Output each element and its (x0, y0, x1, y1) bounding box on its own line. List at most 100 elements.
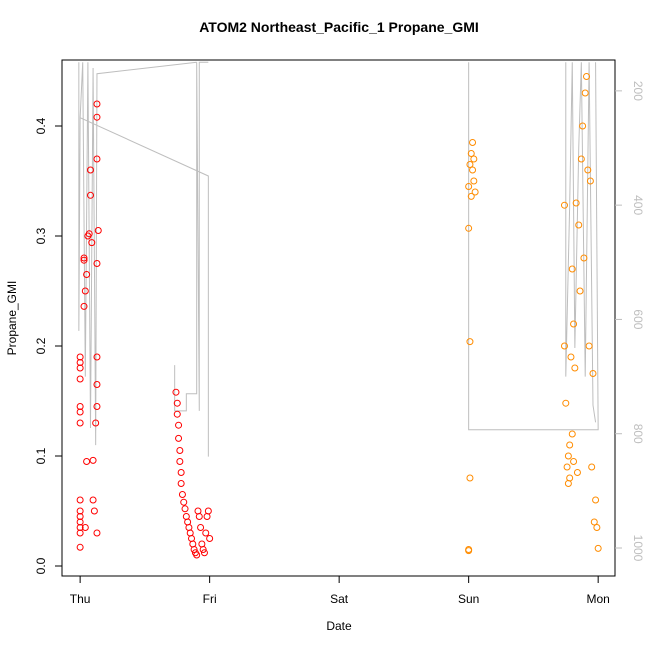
data-point (564, 452, 572, 460)
data-point (76, 496, 84, 504)
data-point (469, 138, 477, 146)
data-point (177, 468, 185, 476)
data-point (592, 496, 600, 504)
data-point (88, 239, 96, 247)
data-point (173, 410, 181, 418)
data-point (570, 457, 578, 465)
data-point (76, 358, 84, 366)
data-point (81, 287, 89, 295)
y2-tick-label: 800 (631, 424, 645, 444)
data-point (583, 72, 591, 80)
data-point (76, 512, 84, 520)
data-point (83, 457, 91, 465)
data-point (86, 166, 94, 174)
data-point (76, 523, 84, 531)
y2-tick-label: 200 (631, 81, 645, 101)
data-point (470, 155, 478, 163)
data-point (93, 155, 101, 163)
data-point (471, 188, 479, 196)
data-point (93, 100, 101, 108)
x-tick-label: Sat (330, 592, 349, 606)
data-point (581, 89, 589, 97)
data-point (76, 419, 84, 427)
data-point (180, 498, 188, 506)
data-point (93, 380, 101, 388)
data-point (560, 342, 568, 350)
data-point (589, 369, 597, 377)
data-point (466, 474, 474, 482)
data-point (571, 364, 579, 372)
data-point (190, 545, 198, 553)
data-point (594, 544, 602, 552)
data-point (92, 419, 100, 427)
y2-tick-label: 600 (631, 309, 645, 329)
data-point (175, 421, 183, 429)
data-point (173, 399, 181, 407)
data-point (202, 529, 210, 537)
data-point (176, 457, 184, 465)
data-point (204, 507, 212, 515)
data-point (465, 547, 473, 555)
data-point (76, 364, 84, 372)
y-tick-label: 0.2 (34, 337, 48, 354)
data-point (93, 113, 101, 121)
data-point (94, 226, 102, 234)
data-point (567, 353, 575, 361)
data-point (560, 201, 568, 209)
x-tick-label: Sun (458, 592, 479, 606)
y-tick-label: 0.4 (34, 117, 48, 134)
data-point (465, 182, 473, 190)
data-point (200, 549, 208, 557)
data-point (93, 402, 101, 410)
y-axis-label: Propane_GMI (5, 281, 19, 356)
data-point (199, 545, 207, 553)
data-point (76, 507, 84, 515)
data-point (593, 523, 601, 531)
data-point (76, 408, 84, 416)
data-point (585, 342, 593, 350)
data-point (90, 507, 98, 515)
y-tick-label: 0.0 (34, 557, 48, 574)
data-point (178, 490, 186, 498)
data-point (93, 353, 101, 361)
data-point (89, 456, 97, 464)
data-point (76, 375, 84, 383)
data-point (76, 402, 84, 410)
data-point (590, 518, 598, 526)
data-point (80, 256, 88, 264)
data-point (563, 463, 571, 471)
data-point (172, 388, 180, 396)
data-point (586, 177, 594, 185)
data-point (566, 474, 574, 482)
data-point (467, 149, 475, 157)
data-point (588, 463, 596, 471)
data-point (177, 479, 185, 487)
y2-tick-label: 1000 (631, 535, 645, 562)
data-point (466, 338, 474, 346)
data-point (562, 399, 570, 407)
data-point (470, 177, 478, 185)
data-point (579, 122, 587, 130)
y-tick-label: 0.1 (34, 447, 48, 464)
data-point (575, 221, 583, 229)
data-point (577, 155, 585, 163)
data-point (193, 551, 201, 559)
data-point (568, 265, 576, 273)
data-point (76, 353, 84, 361)
data-point (206, 534, 214, 542)
data-point (197, 523, 205, 531)
line (78, 61, 599, 457)
data-point (176, 446, 184, 454)
plot-box (61, 59, 616, 577)
data-point (566, 441, 574, 449)
data-point (568, 430, 576, 438)
data-point (576, 287, 584, 295)
chart-title: ATOM2 Northeast_Pacific_1 Propane_GMI (199, 19, 479, 35)
data-point (573, 468, 581, 476)
data-point (467, 192, 475, 200)
data-point (85, 230, 93, 238)
data-point (570, 320, 578, 328)
y-tick-label: 0.3 (34, 227, 48, 244)
data-point (76, 529, 84, 537)
